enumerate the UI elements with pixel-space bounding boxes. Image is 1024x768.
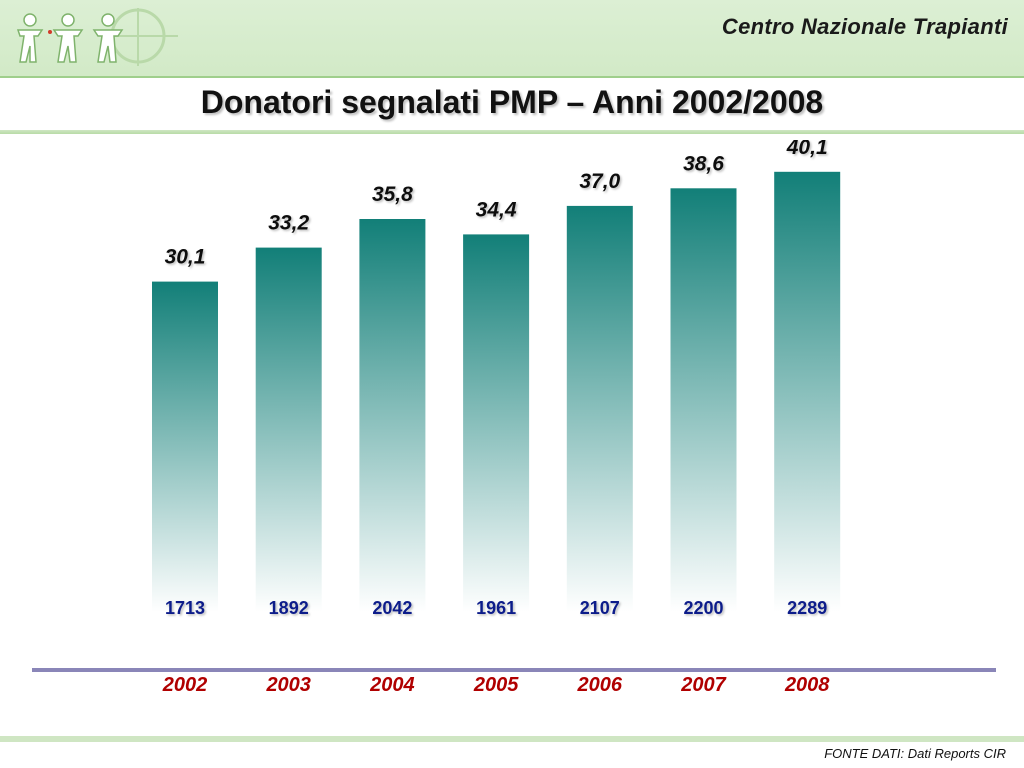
count-label-2006: 2107	[580, 598, 620, 618]
bar-2006	[566, 205, 633, 612]
bar-2002	[152, 281, 218, 612]
count-label-2005: 1961	[476, 598, 516, 618]
year-labels-group: 2002 2003 2004 2005 2006 2007 2008	[162, 674, 831, 696]
bar-2003	[255, 247, 322, 612]
value-label-2002: 30,1	[165, 246, 206, 269]
value-label-2004: 35,8	[372, 183, 413, 206]
bar-2005	[463, 234, 530, 612]
value-label-2003: 33,2	[268, 212, 309, 235]
value-labels-group: 30,1 33,2 35,8 34,4 37,0 38,6 40,1	[165, 140, 828, 269]
count-label-2002: 1713	[165, 598, 205, 618]
year-label-2003: 2003	[265, 674, 311, 696]
header-divider	[0, 76, 1024, 78]
value-label-2005: 34,4	[476, 198, 517, 221]
count-label-2003: 1892	[269, 598, 309, 618]
bar-2008	[774, 171, 841, 613]
year-label-2007: 2007	[680, 674, 726, 696]
year-label-2008: 2008	[784, 674, 830, 696]
page-title: Donatori segnalati PMP – Anni 2002/2008	[200, 84, 824, 120]
bar-2007	[670, 188, 737, 613]
count-label-2004: 2042	[372, 598, 412, 618]
value-label-2006: 37,0	[579, 170, 620, 193]
bar-chart: 30,1 33,2 35,8 34,4 37,0 38,6 40,1 1713 1892 204…	[32, 140, 996, 696]
count-label-2007: 2200	[683, 598, 723, 618]
year-label-2005: 2005	[473, 674, 519, 696]
count-labels-group: 1713 1892 2042 1961 2107 2200 2289	[165, 598, 827, 618]
year-label-2002: 2002	[162, 674, 208, 696]
value-label-2007: 38,6	[683, 152, 724, 175]
header-band	[0, 0, 1024, 76]
year-label-2006: 2006	[577, 674, 623, 696]
value-label-2008: 40,1	[786, 140, 828, 159]
footer-band	[0, 736, 1024, 742]
title-divider	[0, 130, 1024, 134]
source-note: FONTE DATI: Dati Reports CIR	[824, 746, 1006, 761]
year-label-2004: 2004	[369, 674, 415, 696]
bars-group	[152, 171, 841, 613]
organization-name: Centro Nazionale Trapianti	[721, 14, 1008, 39]
bar-2004	[359, 219, 426, 612]
logo-icon	[16, 8, 178, 66]
count-label-2008: 2289	[787, 598, 827, 618]
